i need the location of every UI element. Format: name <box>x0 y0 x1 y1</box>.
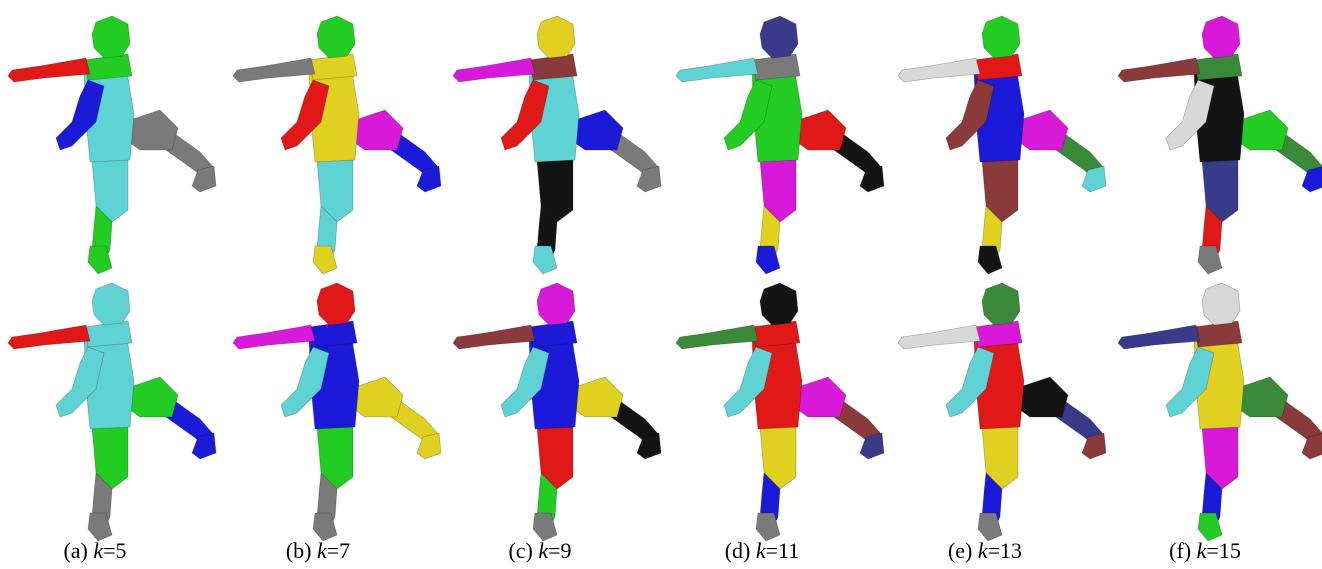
segment-head <box>316 15 356 59</box>
segment-foot-swing <box>636 165 662 193</box>
segment-head <box>1201 15 1241 59</box>
segment-head <box>536 15 576 59</box>
caption-value: =13 <box>987 538 1023 563</box>
caption-variable: k <box>538 538 549 563</box>
caption-value: =7 <box>326 538 351 563</box>
segment-foot-swing <box>1081 432 1107 460</box>
segment-arm-l <box>232 324 316 350</box>
segment-arm-r <box>500 346 550 418</box>
caption-value: =15 <box>1206 538 1241 563</box>
segment-foot-stand <box>755 512 781 542</box>
caption-3: (c) k=9 <box>430 538 650 564</box>
caption-variable: k <box>316 538 327 563</box>
segmented-figure-top-4 <box>675 15 885 275</box>
segment-arm-l <box>675 324 759 350</box>
caption-label: (d) <box>724 538 756 563</box>
segment-foot-swing <box>191 165 217 193</box>
segment-arm-l <box>675 57 759 83</box>
segmented-figure-top-6 <box>1117 15 1322 275</box>
segment-foot-swing <box>1301 433 1322 460</box>
segment-foot-stand <box>532 245 558 275</box>
caption-4: (d) k=11 <box>652 538 872 564</box>
segment-arm-l <box>1117 324 1201 350</box>
segment-arm-l <box>7 324 91 350</box>
segment-foot-stand <box>312 512 338 542</box>
segment-foot-stand <box>1197 245 1223 275</box>
segment-foot-swing <box>1301 166 1322 193</box>
segment-head <box>91 15 131 59</box>
segment-foot-stand <box>1197 512 1223 542</box>
segmented-figure-bottom-5 <box>897 282 1107 542</box>
segment-arm-l <box>7 57 91 83</box>
segment-arm-r <box>723 346 773 418</box>
segment-arm-r <box>280 79 330 151</box>
caption-label: (c) <box>508 538 539 563</box>
segment-foot-swing <box>859 165 885 193</box>
segment-foot-swing <box>636 432 662 460</box>
segmented-figure-bottom-6 <box>1117 282 1322 542</box>
segment-arm-l <box>897 57 981 83</box>
caption-variable: k <box>1196 538 1207 563</box>
segment-head <box>1201 282 1241 326</box>
segmented-figure-top-3 <box>452 15 662 275</box>
segment-arm-r <box>500 79 550 151</box>
segmented-figure-bottom-4 <box>675 282 885 542</box>
segment-foot-stand <box>532 512 558 542</box>
segment-arm-l <box>452 57 536 83</box>
segmented-figure-top-2 <box>232 15 442 275</box>
caption-variable: k <box>977 538 988 563</box>
segment-arm-l <box>452 324 536 350</box>
segment-foot-swing <box>1081 165 1107 193</box>
caption-value: =5 <box>103 538 127 563</box>
caption-6: (f) k=15 <box>1095 538 1315 564</box>
segment-arm-r <box>1165 346 1215 418</box>
segment-foot-stand <box>977 245 1003 275</box>
caption-value: =9 <box>548 538 572 563</box>
segment-head <box>316 282 356 326</box>
caption-label: (a) <box>63 538 94 563</box>
segment-arm-r <box>280 346 330 418</box>
segment-foot-stand <box>312 245 338 275</box>
segment-arm-r <box>945 79 995 151</box>
caption-value: =11 <box>765 538 800 563</box>
segment-head <box>759 15 799 59</box>
caption-label: (e) <box>947 538 978 563</box>
segment-arm-r <box>945 346 995 418</box>
segment-foot-swing <box>191 432 217 460</box>
segmented-figure-bottom-3 <box>452 282 662 542</box>
segment-foot-stand <box>977 512 1003 542</box>
segment-head <box>981 282 1021 326</box>
caption-5: (e) k=13 <box>875 538 1095 564</box>
segment-arm-r <box>55 346 105 418</box>
segmented-figure-bottom-2 <box>232 282 442 542</box>
segment-foot-swing <box>859 432 885 460</box>
segment-head <box>91 282 131 326</box>
caption-variable: k <box>93 538 104 563</box>
segment-head <box>981 15 1021 59</box>
caption-2: (b) k=7 <box>208 538 428 564</box>
segment-foot-stand <box>87 512 113 542</box>
segment-foot-swing <box>416 165 442 193</box>
segment-arm-r <box>723 79 773 151</box>
caption-1: (a) k=5 <box>0 538 205 564</box>
caption-label: (b) <box>285 538 317 563</box>
segmented-figure-top-1 <box>7 15 217 275</box>
segmented-figure-top-5 <box>897 15 1107 275</box>
segment-head <box>536 282 576 326</box>
segment-arm-r <box>55 79 105 151</box>
caption-variable: k <box>755 538 766 563</box>
caption-label: (f) <box>1169 538 1197 563</box>
segment-head <box>759 282 799 326</box>
segment-foot-stand <box>755 245 781 275</box>
segment-arm-l <box>897 324 981 350</box>
segment-arm-l <box>1117 57 1201 83</box>
segment-foot-stand <box>87 245 113 275</box>
segment-foot-swing <box>416 432 442 460</box>
segmented-figure-bottom-1 <box>7 282 217 542</box>
segment-arm-r <box>1165 79 1215 151</box>
segment-arm-l <box>232 57 316 83</box>
